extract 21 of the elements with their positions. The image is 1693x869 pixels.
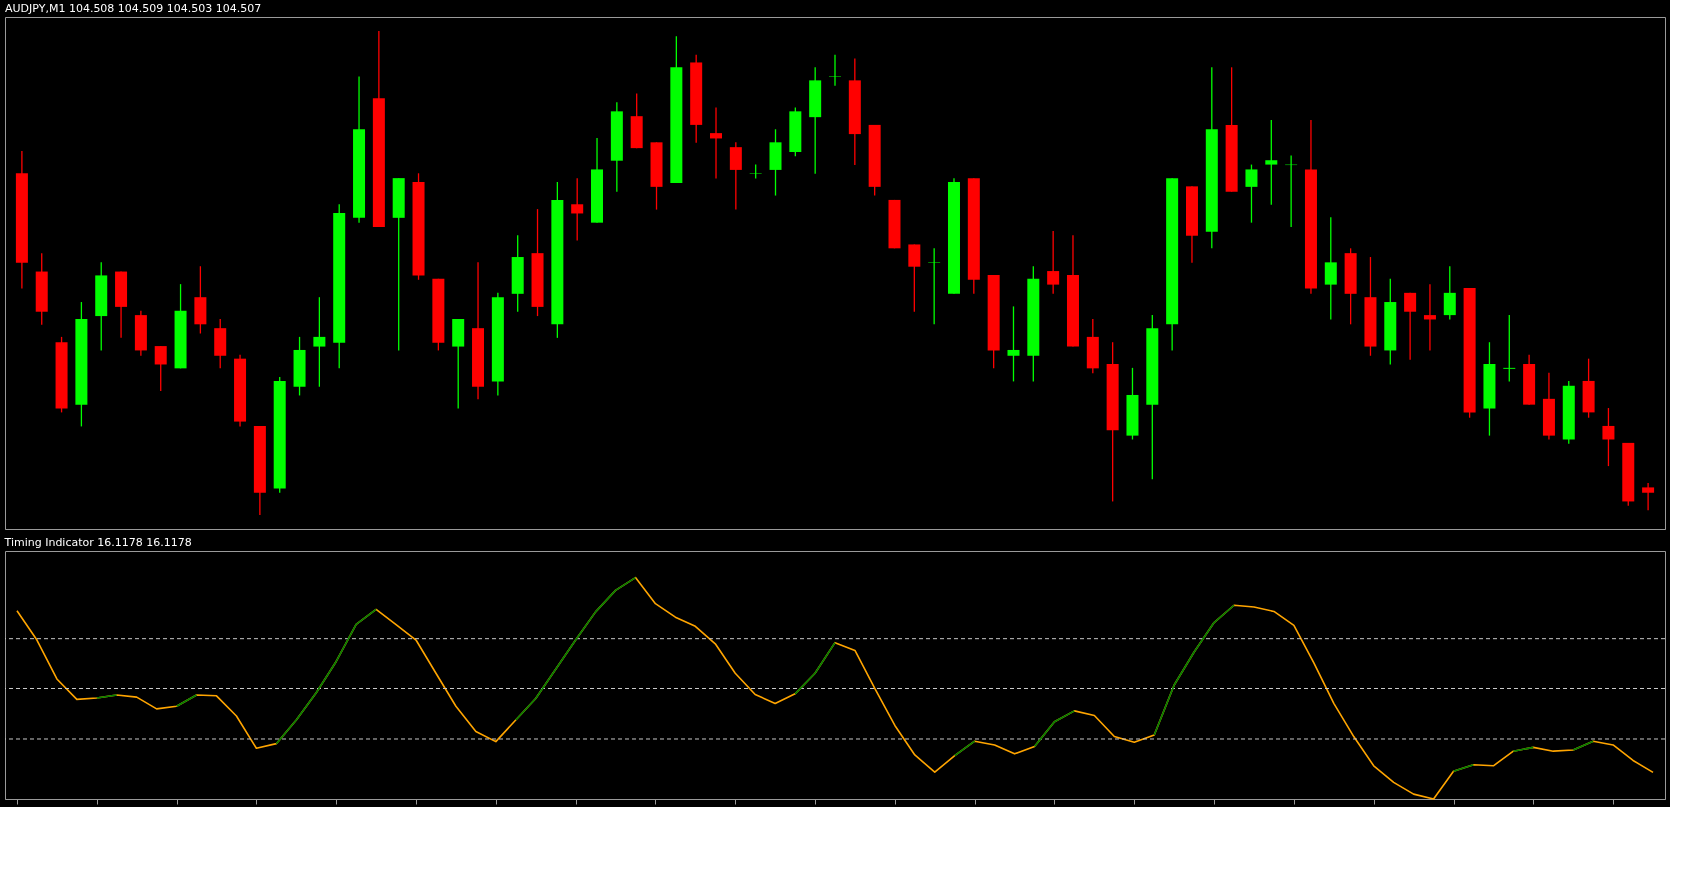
- candlestick: [1404, 292, 1417, 361]
- chart-title: AUDJPY,M1 104.508 104.509 104.503 104.507: [5, 2, 262, 15]
- candlestick: [313, 296, 326, 388]
- candlestick: [1324, 216, 1337, 321]
- candlestick: [1047, 230, 1060, 295]
- candlestick: [1007, 305, 1020, 383]
- candlestick: [1602, 407, 1615, 467]
- candlestick: [1443, 265, 1456, 321]
- candlestick: [1265, 119, 1278, 206]
- candlestick: [928, 247, 941, 325]
- candlestick: [908, 243, 921, 313]
- candlestick: [1245, 163, 1258, 224]
- candlestick: [1423, 283, 1436, 352]
- candlestick: [571, 177, 584, 242]
- candlestick: [1503, 314, 1516, 383]
- candlestick: [1642, 482, 1655, 511]
- candlestick: [154, 345, 167, 392]
- candlestick: [710, 106, 723, 180]
- candlestick: [829, 54, 841, 87]
- chart-title: Timing Indicator 16.1178 16.1178: [3, 536, 192, 549]
- candlestick: [729, 141, 742, 211]
